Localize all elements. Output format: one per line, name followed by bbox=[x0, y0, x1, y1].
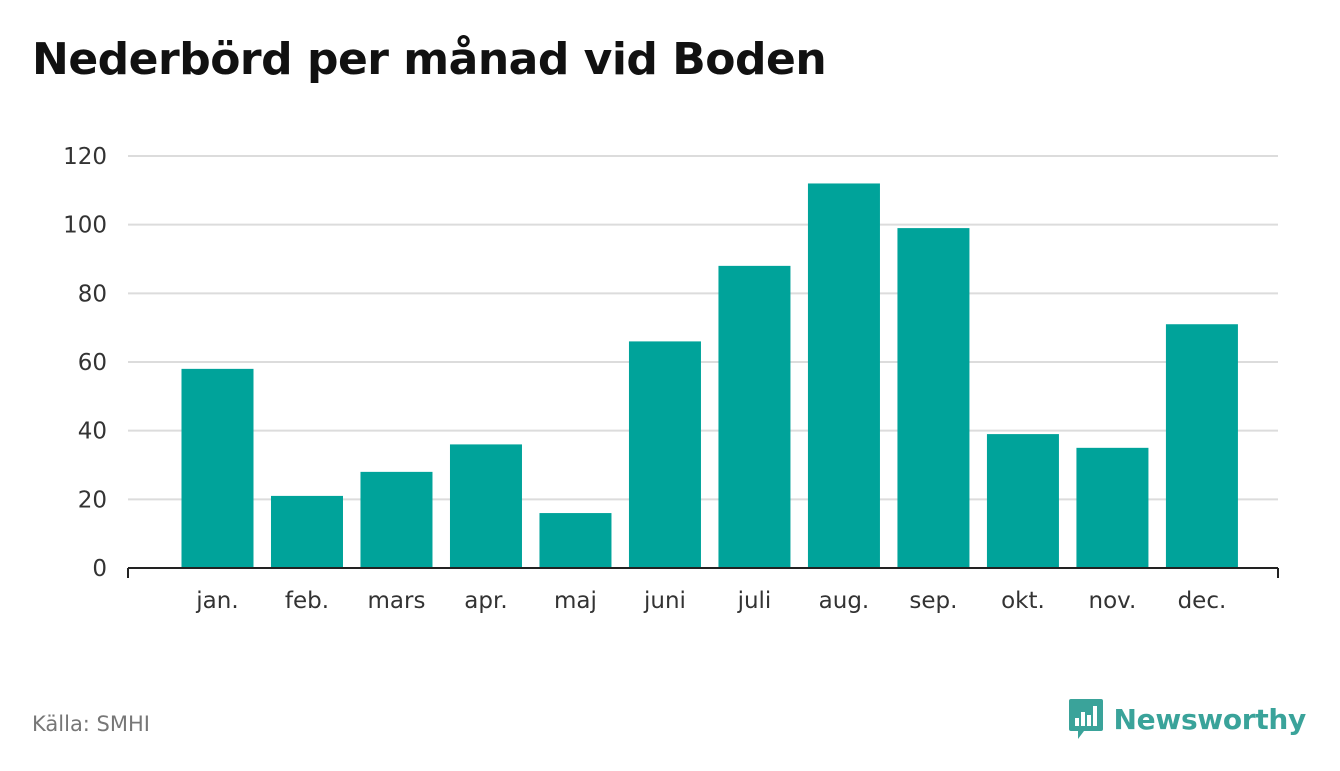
x-tick-label: juli bbox=[737, 588, 772, 614]
bar-1 bbox=[181, 368, 254, 568]
y-tick-label: 80 bbox=[78, 281, 107, 307]
x-tick-label: dec. bbox=[1178, 588, 1227, 614]
bar-9 bbox=[897, 228, 970, 568]
x-tick-label: jan. bbox=[195, 588, 238, 614]
y-tick-label: 120 bbox=[63, 144, 107, 170]
x-tick-label: aug. bbox=[819, 588, 870, 614]
x-tick-label: feb. bbox=[285, 588, 329, 614]
x-axis bbox=[127, 567, 1279, 578]
chart-title: Nederbörd per månad vid Boden bbox=[32, 34, 827, 85]
x-tick-label: nov. bbox=[1089, 588, 1137, 614]
source-note: Källa: SMHI bbox=[32, 712, 150, 736]
bar-12 bbox=[1165, 324, 1238, 568]
bar-8 bbox=[807, 183, 880, 568]
bar-chart-speech-bubble-icon bbox=[1068, 699, 1103, 739]
brand-name: Newsworthy bbox=[1113, 702, 1307, 736]
bar-5 bbox=[539, 513, 612, 568]
bar-3 bbox=[360, 471, 433, 568]
bar-7 bbox=[718, 265, 791, 568]
x-tick-label: mars bbox=[368, 588, 426, 614]
bar-11 bbox=[1076, 447, 1149, 568]
bar-4 bbox=[449, 444, 522, 568]
x-tick-label: sep. bbox=[909, 588, 957, 614]
bar-10 bbox=[986, 434, 1059, 568]
y-tick-label: 60 bbox=[78, 350, 107, 376]
y-tick-label: 20 bbox=[78, 487, 107, 513]
brand-logo: Newsworthy bbox=[1068, 698, 1306, 740]
y-tick-label: 100 bbox=[63, 213, 107, 239]
x-tick-label: okt. bbox=[1001, 588, 1045, 614]
x-tick-label: apr. bbox=[464, 588, 507, 614]
bars bbox=[181, 183, 1238, 568]
y-tick-label: 40 bbox=[78, 419, 107, 445]
y-axis-labels: 0 20 40 60 80 100 120 bbox=[63, 144, 107, 582]
x-tick-label: maj bbox=[554, 588, 597, 614]
bar-2 bbox=[270, 495, 343, 568]
y-tick-label: 0 bbox=[92, 556, 107, 582]
x-tick-label: juni bbox=[643, 588, 686, 614]
x-axis-labels: jan. feb. mars apr. maj juni juli aug. sep. okt. n… bbox=[195, 588, 1226, 614]
bar-6 bbox=[628, 341, 701, 568]
